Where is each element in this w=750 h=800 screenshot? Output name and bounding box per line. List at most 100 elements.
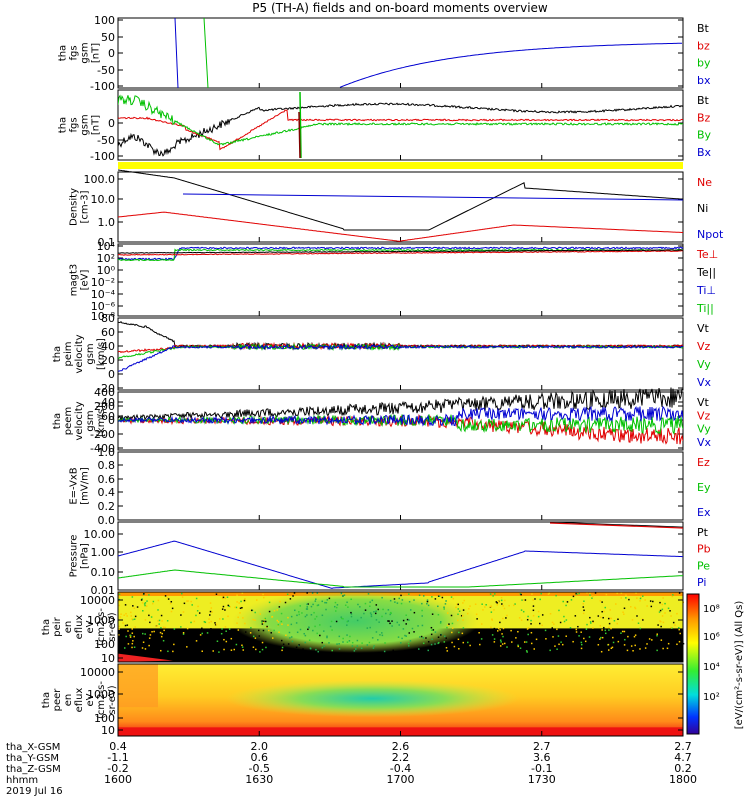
heatmap-cell <box>306 592 308 594</box>
heatmap-cell <box>314 618 316 620</box>
heatmap-cell <box>545 638 547 640</box>
heatmap-cell <box>501 643 504 645</box>
heatmap-cell <box>123 647 126 649</box>
heatmap-cell <box>306 614 308 616</box>
heatmap-cell <box>118 628 120 630</box>
heatmap-cell <box>521 642 523 644</box>
heatmap-cell <box>183 602 186 605</box>
heatmap-cell <box>526 651 528 653</box>
y-tick-label: 100 <box>94 14 115 27</box>
heatmap-cell <box>242 649 245 651</box>
heatmap-cell <box>240 600 242 603</box>
heatmap-cell <box>671 595 674 598</box>
heatmap-cell <box>588 636 591 638</box>
colorbar-tick-label: 10⁸ <box>703 604 720 615</box>
heatmap-cell <box>664 602 666 605</box>
heatmap-cell <box>585 628 588 630</box>
heatmap-cell <box>544 629 547 632</box>
heatmap-cell <box>600 636 602 639</box>
y-axis-label: eflux <box>74 615 85 640</box>
legend-entry: By <box>697 129 712 142</box>
heatmap-cell <box>580 647 583 650</box>
heatmap-cell <box>659 601 661 604</box>
heatmap-cell <box>294 609 296 612</box>
heatmap-cell <box>526 618 529 621</box>
series-by <box>203 17 209 89</box>
heatmap-cell <box>119 616 122 618</box>
heatmap-cell <box>494 630 497 633</box>
heatmap-cell <box>369 605 371 607</box>
heatmap-cell <box>580 631 582 633</box>
heatmap-cell <box>346 634 348 636</box>
heatmap-cell <box>239 607 242 610</box>
heatmap-cell <box>625 597 627 599</box>
heatmap-cell <box>400 602 403 605</box>
heatmap-cell <box>437 613 440 616</box>
heatmap-cell <box>499 645 502 647</box>
heatmap-cell <box>552 647 555 650</box>
heatmap-cell <box>314 625 316 628</box>
colorbar-tick-label: 10² <box>703 692 720 703</box>
heatmap-cell <box>336 604 339 606</box>
y-tick-label: 0.4 <box>98 486 116 499</box>
heatmap-cell <box>502 627 505 630</box>
heatmap-cell <box>244 598 246 600</box>
heatmap-cell <box>422 642 425 645</box>
heatmap-cell <box>329 625 332 628</box>
heatmap-cell <box>124 624 127 627</box>
heatmap-cell <box>527 633 529 636</box>
y-tick-label: 60 <box>101 326 115 339</box>
heatmap-cell <box>301 612 303 614</box>
heatmap-cell <box>570 599 573 601</box>
heatmap-cell <box>616 592 618 595</box>
y-tick-label: 1000 <box>87 614 115 627</box>
heatmap-cell <box>144 633 146 635</box>
heatmap-cell <box>453 645 456 648</box>
traces <box>118 246 683 262</box>
x-tick-label: 1800 <box>669 773 697 786</box>
heatmap-cell <box>195 614 197 617</box>
heatmap-cell <box>499 621 501 624</box>
y-axis-label: Density <box>69 188 80 226</box>
series-ni <box>118 169 683 231</box>
heatmap-cell <box>640 596 642 598</box>
heatmap-cell <box>620 632 622 634</box>
heatmap-cell <box>287 624 289 626</box>
heatmap-cell <box>502 605 504 607</box>
y-tick-label: 10⁴ <box>97 240 116 253</box>
heatmap-cell <box>127 643 130 645</box>
heatmap-cell <box>531 646 533 648</box>
series-bx <box>174 17 179 89</box>
heatmap-cell <box>306 603 308 606</box>
heatmap-cell <box>496 630 499 632</box>
heatmap-cell <box>402 619 405 622</box>
heatmap-cell <box>222 605 225 608</box>
y-tick-label: 0.2 <box>98 500 116 513</box>
heatmap-cell <box>506 634 508 637</box>
heatmap-cell <box>492 595 494 597</box>
heatmap-cell <box>204 648 206 650</box>
x-tick-label: 1600 <box>104 773 132 786</box>
heatmap-cell <box>371 599 374 602</box>
heatmap-cell <box>379 634 381 636</box>
heatmap-cell <box>610 647 613 650</box>
heatmap-cell <box>539 641 542 644</box>
heatmap-cell <box>580 641 583 644</box>
heatmap-cell <box>222 596 225 599</box>
heatmap-cell <box>237 629 240 631</box>
heatmap-cell <box>439 622 442 624</box>
heatmap-cell <box>660 625 662 628</box>
heatmap-cell <box>451 622 454 625</box>
heatmap-cell <box>409 640 412 642</box>
heatmap-cell <box>323 645 325 647</box>
heatmap-cell <box>421 624 424 627</box>
heatmap-cell <box>496 604 499 606</box>
heatmap-cell <box>527 627 530 629</box>
heatmap-cell <box>405 614 407 616</box>
x-tick-label: 1730 <box>528 773 556 786</box>
heatmap-cell <box>613 619 616 622</box>
heatmap-cell <box>131 618 133 620</box>
heatmap-cell <box>308 639 311 641</box>
